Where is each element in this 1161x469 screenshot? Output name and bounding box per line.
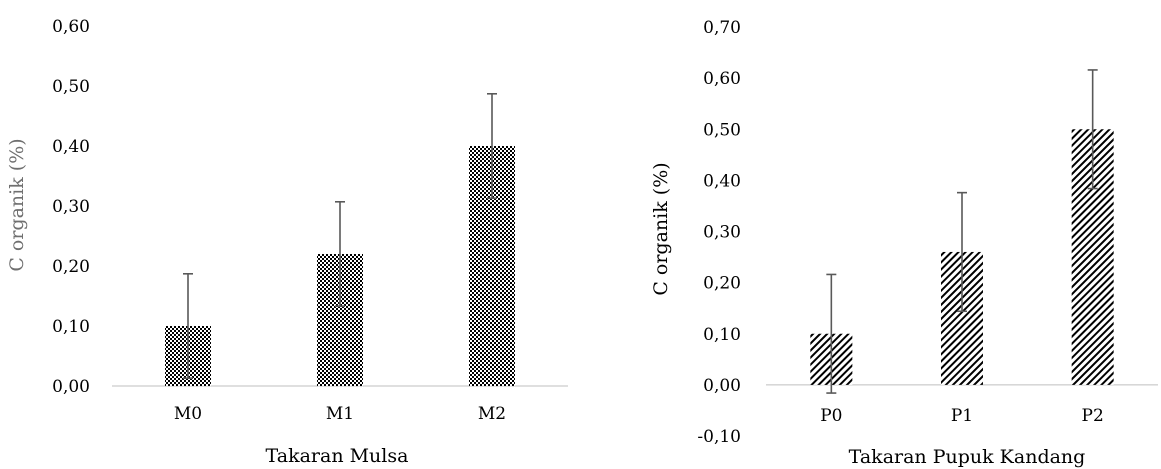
y-tick-label: 0,10 [52,317,90,337]
y-tick-label: 0,20 [703,274,741,294]
error-bars [183,93,497,380]
y-tick-label: 0,00 [703,376,741,396]
y-tick-label: 0,60 [52,17,90,37]
y-tick-label: 0,50 [703,120,741,140]
y-tick-label: 0,20 [52,257,90,277]
y-axis-label: C organik (%) [6,138,28,271]
y-tick-label: 0,30 [703,223,741,243]
category-label-m2: M2 [478,404,506,424]
error-bar-p1 [957,191,967,313]
y-tick-label: 0,30 [52,197,90,217]
category-label-p1: P1 [951,406,973,426]
category-label-p0: P0 [820,406,842,426]
chart-mulsa: C organik (%) Takaran Mulsa 0,00 0,10 0,20… [6,17,568,467]
error-bars [826,69,1098,394]
y-tick-label: 0,40 [703,171,741,191]
error-bar-p2 [1087,69,1098,190]
y-tick-labels: 0,00 0,10 0,20 0,30 0,40 0,50 0,60 [52,17,90,397]
category-labels: M0 M1 M2 [174,404,506,424]
error-bar-m2 [487,93,497,199]
y-tick-label: 0,70 [703,18,741,38]
x-axis-label: Takaran Mulsa [266,445,409,467]
category-label-m0: M0 [174,404,202,424]
x-axis-label: Takaran Pupuk Kandang [849,446,1086,468]
error-bar-p0 [826,273,837,394]
error-bar-m1 [335,201,345,308]
chart-pupuk-kandang: C organik (%) Takaran Pupuk Kandang -0,1… [650,18,1158,468]
category-label-p2: P2 [1082,406,1104,426]
y-tick-label: 0,50 [52,77,90,97]
y-tick-labels: -0,10 0,00 0,10 0,20 0,30 0,40 0,50 0,60 0,70 [697,18,741,447]
y-tick-label: 0,40 [52,137,90,157]
category-labels: P0 P1 P2 [820,406,1104,426]
y-axis-label: C organik (%) [650,162,672,295]
error-bar-m0 [183,272,193,380]
y-tick-label: -0,10 [697,427,741,447]
category-label-m1: M1 [326,404,354,424]
y-tick-label: 0,00 [52,377,90,397]
y-tick-label: 0,60 [703,69,741,89]
y-tick-label: 0,10 [703,325,741,345]
